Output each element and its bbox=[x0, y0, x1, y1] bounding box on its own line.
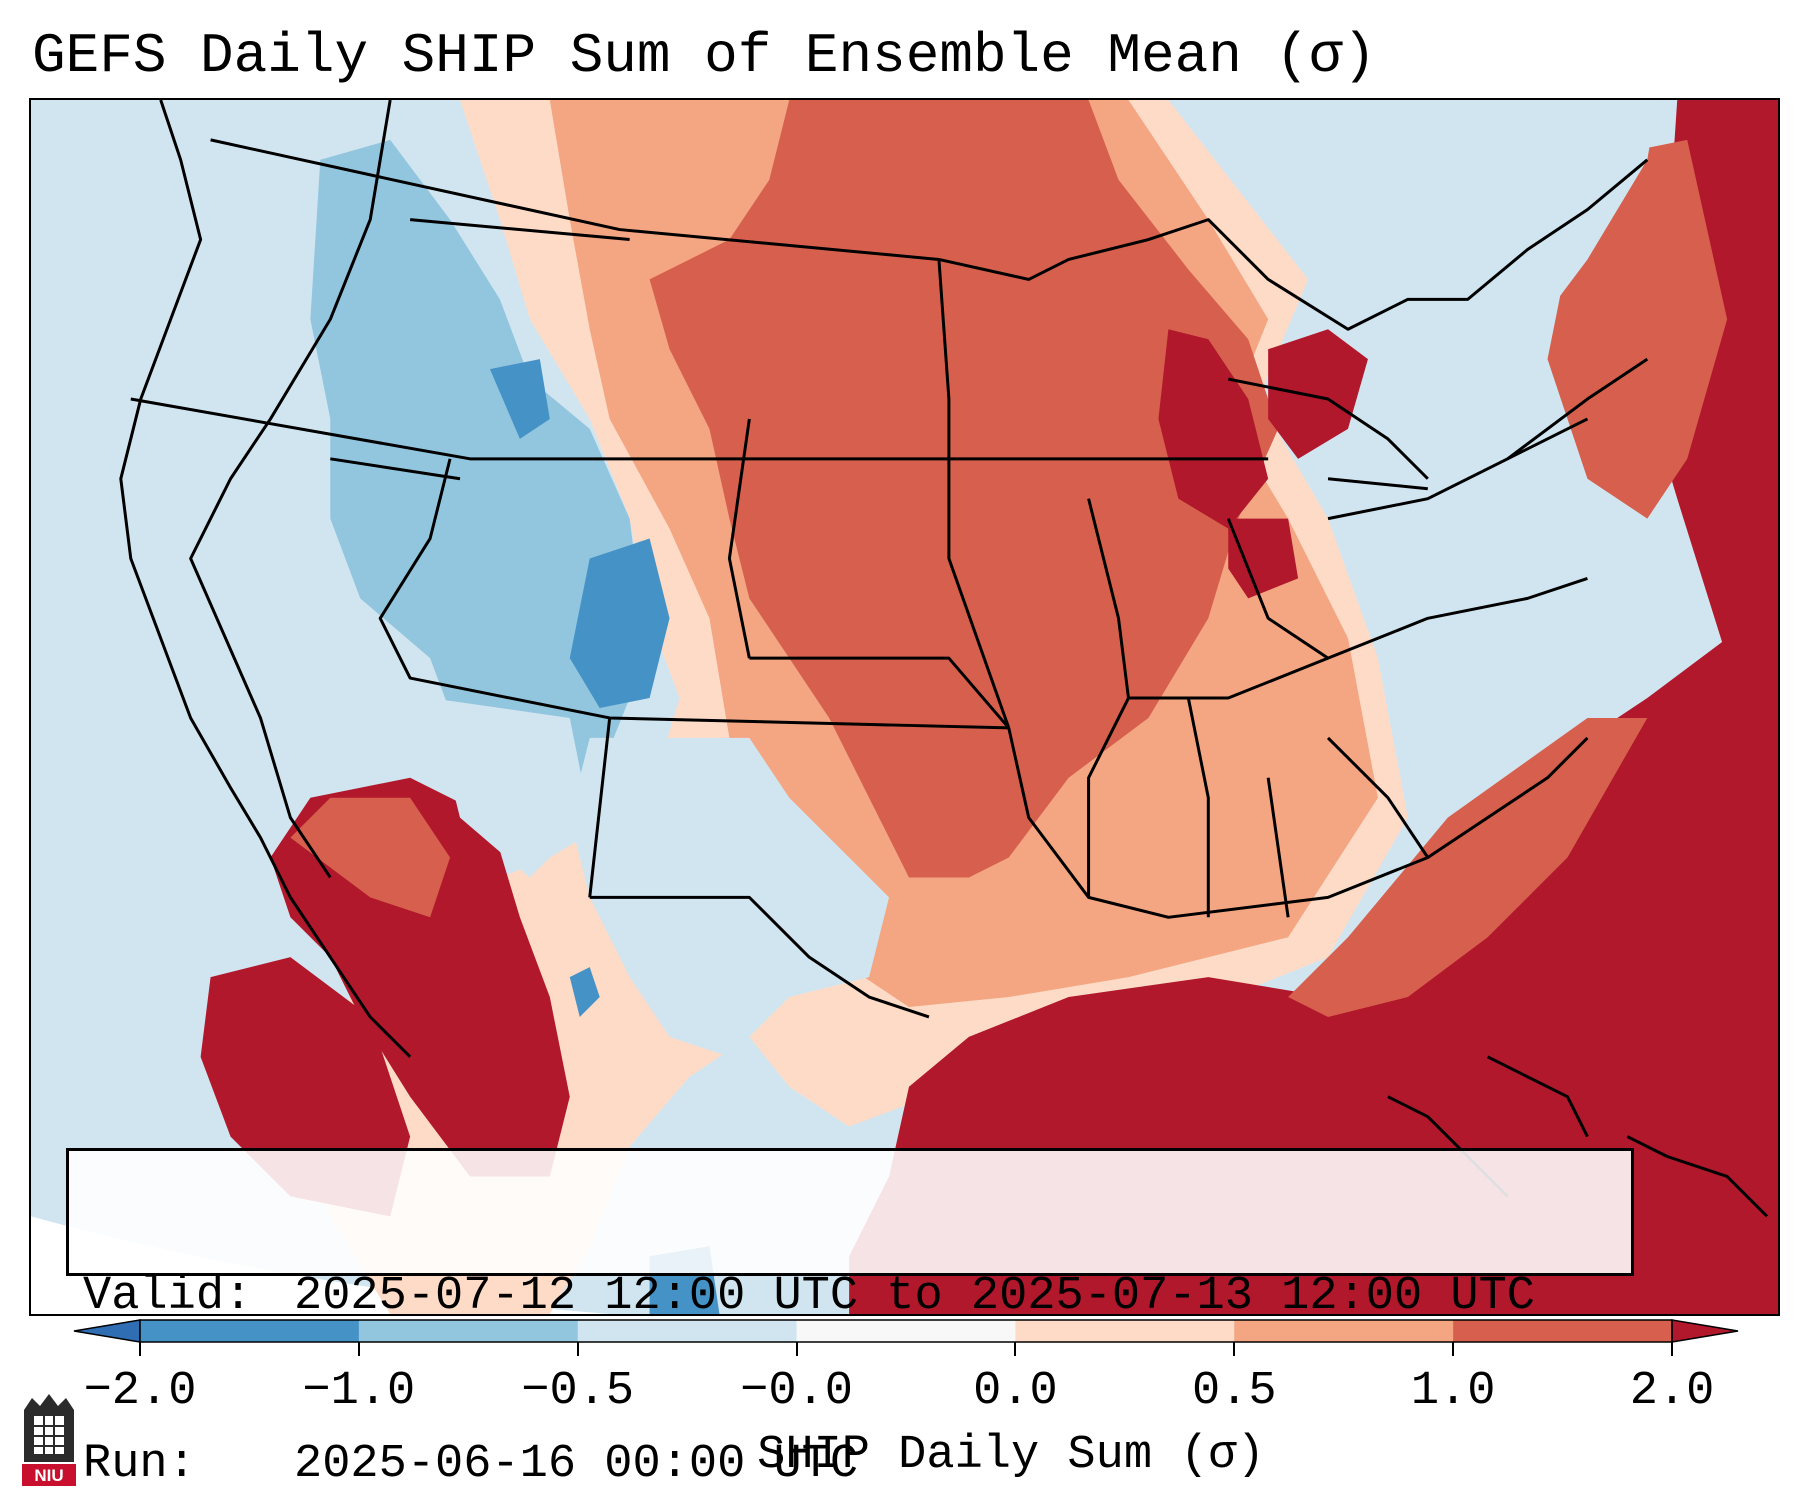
state-borders bbox=[119, 100, 1769, 1218]
region-lightblue-canada bbox=[1268, 100, 1658, 380]
colorbar-tick-mark bbox=[1014, 1342, 1017, 1356]
colorbar-tick-mark bbox=[1671, 1342, 1673, 1356]
region-lightblue-new-mexico bbox=[430, 698, 590, 878]
colorbar-bin bbox=[140, 1320, 360, 1342]
region-blue-rockies bbox=[310, 139, 640, 858]
valid-value: 2025-07-12 12:00 UTC to 2025-07-13 12:00… bbox=[294, 1270, 1536, 1323]
colorbar-tick-mark bbox=[576, 1342, 579, 1356]
niu-logo: NIU bbox=[20, 1392, 78, 1488]
colorbar-label: SHIP Daily Sum (σ) bbox=[757, 1429, 1265, 1482]
map-panel bbox=[29, 98, 1780, 1316]
region-blue-wyoming bbox=[489, 359, 550, 439]
valid-line: Valid: 2025-07-12 12:00 UTC to 2025-07-13… bbox=[83, 1269, 1617, 1325]
colorbar-tick-label: 1.0 bbox=[1410, 1365, 1496, 1418]
valid-label: Valid: bbox=[83, 1270, 253, 1323]
colorbar-tick-label: 0.5 bbox=[1191, 1365, 1277, 1418]
colorbar-tick-label: −2.0 bbox=[83, 1365, 197, 1418]
colorbar-bin bbox=[577, 1320, 798, 1342]
colorbar-tick-label: −0.5 bbox=[521, 1365, 635, 1418]
colorbar-extend-low bbox=[73, 1319, 141, 1343]
run-value: 2025-06-16 00:00 UTC bbox=[294, 1438, 859, 1491]
colorbar bbox=[73, 1319, 1739, 1343]
colorbar-tick-mark bbox=[795, 1342, 798, 1356]
region-blue-colorado bbox=[569, 538, 670, 708]
map-title: GEFS Daily SHIP Sum of Ensemble Mean (σ) bbox=[32, 24, 1377, 88]
colorbar-tick-label: 2.0 bbox=[1629, 1365, 1715, 1418]
colorbar-tick-mark bbox=[1452, 1342, 1455, 1356]
colorbar-outline bbox=[139, 1319, 1673, 1343]
niu-logo-icon: NIU bbox=[22, 1394, 76, 1486]
colorbar-swatches bbox=[73, 1319, 1739, 1343]
projection-edge bbox=[31, 1216, 611, 1314]
region-deep-red-lake-michigan bbox=[1158, 329, 1269, 529]
run-label: Run: bbox=[83, 1438, 196, 1491]
colorbar-bin bbox=[1234, 1320, 1454, 1342]
region-red-southwest bbox=[290, 797, 451, 918]
region-red-orange bbox=[649, 100, 1279, 878]
colorbar-tick-mark bbox=[1233, 1342, 1236, 1356]
valid-run-info-box: Valid: 2025-07-12 12:00 UTC to 2025-07-13… bbox=[66, 1148, 1634, 1491]
colorbar-tick-label: −1.0 bbox=[302, 1365, 416, 1418]
region-deep-red-atlantic-gulf bbox=[849, 578, 1778, 1314]
colorbar-tick-mark bbox=[139, 1342, 141, 1356]
colorbar-tick-label: −0.0 bbox=[740, 1365, 853, 1418]
ship-field-map bbox=[31, 100, 1778, 1314]
colorbar-tick-label: 0.0 bbox=[973, 1365, 1058, 1418]
colorbar-extend-high bbox=[1671, 1319, 1739, 1343]
colorbar-tick-mark bbox=[357, 1342, 360, 1356]
region-red-southeast bbox=[1288, 717, 1648, 1017]
colorbar-bin bbox=[796, 1320, 1016, 1342]
colorbar-bin bbox=[1015, 1320, 1235, 1342]
region-deep-red-lower-michigan bbox=[1268, 329, 1368, 459]
colorbar-bin bbox=[358, 1320, 579, 1342]
region-deep-red-indiana bbox=[1228, 518, 1299, 599]
run-line: Run: 2025-06-16 00:00 UTC bbox=[83, 1437, 1617, 1493]
niu-logo-text: NIU bbox=[34, 1466, 63, 1485]
region-blue-mexico-spot bbox=[569, 967, 600, 1017]
colorbar-bin bbox=[1453, 1320, 1673, 1342]
